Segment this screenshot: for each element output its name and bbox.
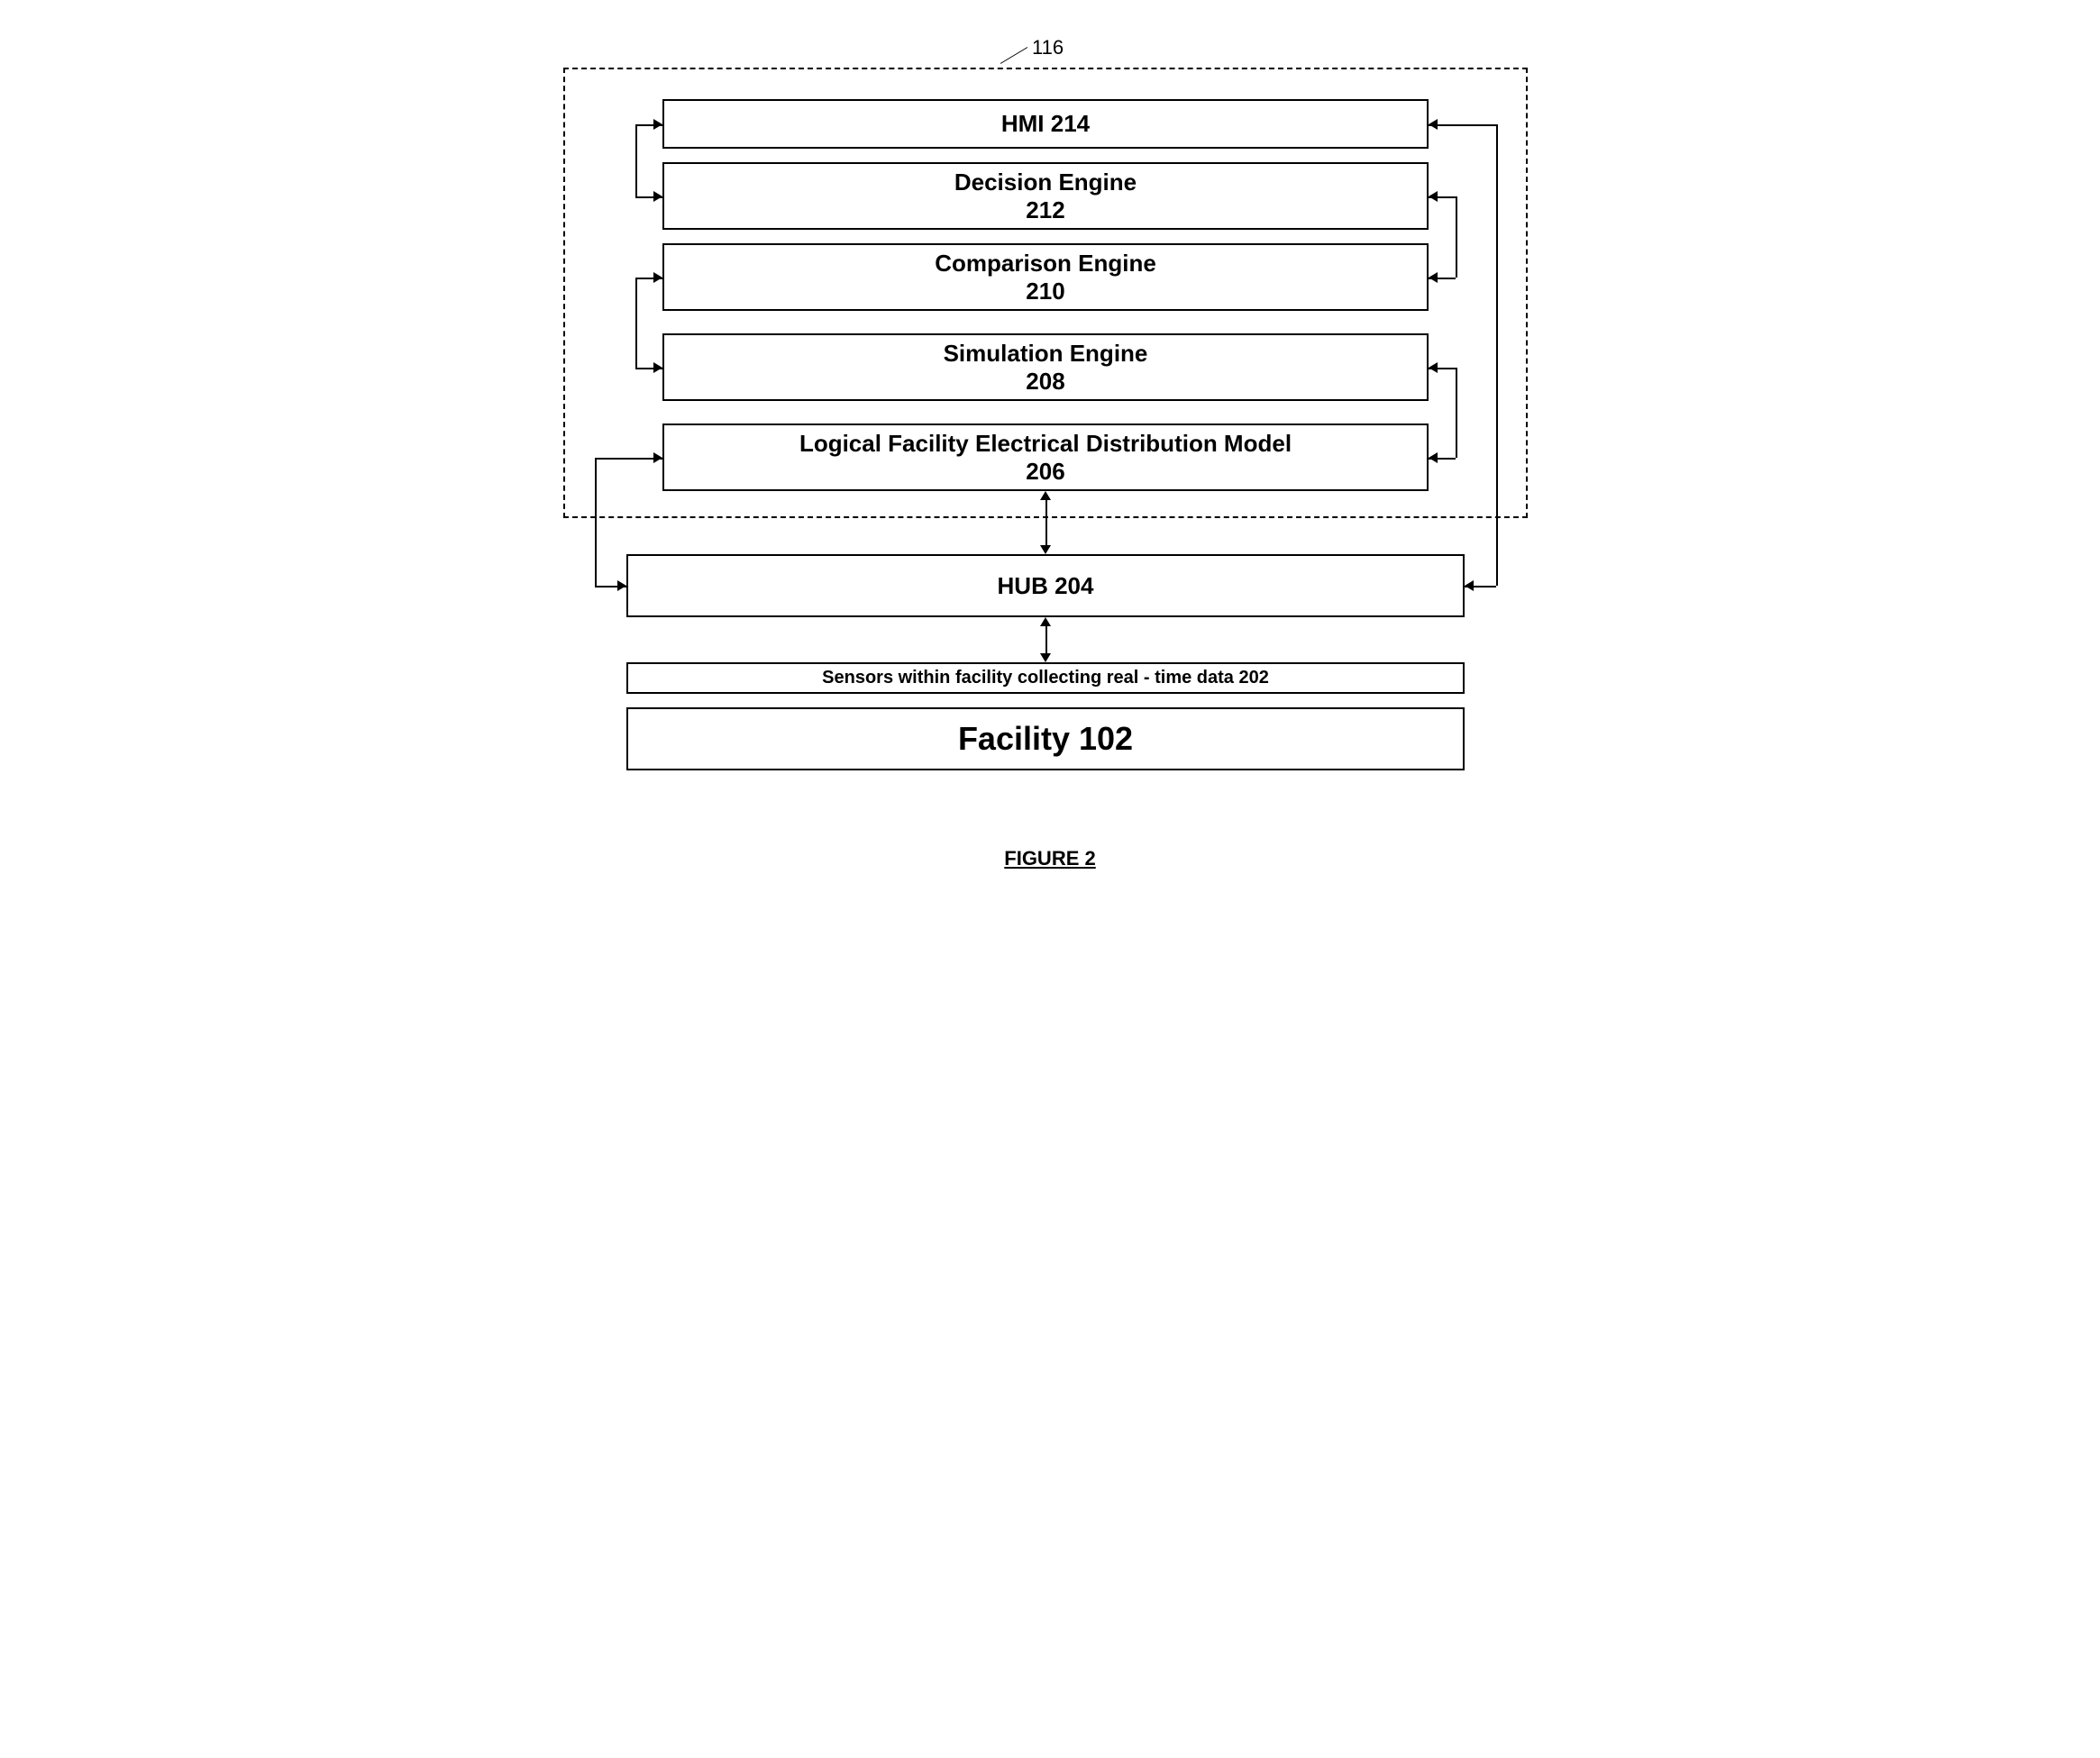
arrowhead-right: [653, 119, 662, 130]
box-title: Logical Facility Electrical Distribution…: [799, 430, 1292, 458]
connector-segment: [635, 124, 637, 196]
arrowhead-right: [653, 272, 662, 283]
arrowhead-right: [617, 580, 626, 591]
box-facility: Facility 102: [626, 707, 1465, 770]
box-subtitle: 210: [1026, 278, 1064, 305]
connector-segment: [1429, 124, 1496, 126]
arrowhead-up: [1040, 617, 1051, 626]
arrowhead-left: [1429, 119, 1438, 130]
box-model: Logical Facility Electrical Distribution…: [662, 424, 1429, 491]
connector-segment: [1456, 196, 1457, 278]
box-simulation: Simulation Engine208: [662, 333, 1429, 401]
arrowhead-left: [1429, 362, 1438, 373]
figure-caption: FIGURE 2: [36, 847, 2064, 870]
box-title: Decision Engine: [954, 169, 1137, 196]
arrowhead-down: [1040, 545, 1051, 554]
box-title: HUB 204: [998, 572, 1094, 600]
connector-segment: [595, 458, 597, 586]
box-decision: Decision Engine212: [662, 162, 1429, 230]
connector-segment: [1456, 368, 1457, 458]
arrowhead-left: [1429, 272, 1438, 283]
box-hub: HUB 204: [626, 554, 1465, 617]
arrowhead-left: [1465, 580, 1474, 591]
connector-segment: [1045, 496, 1047, 550]
box-subtitle: 206: [1026, 458, 1064, 486]
connector-segment: [635, 278, 637, 368]
diagram-canvas: 116 HMI 214 Decision Engine212 Comparison E…: [554, 36, 1546, 811]
arrowhead-down: [1040, 653, 1051, 662]
box-sensors: Sensors within facility collecting real …: [626, 662, 1465, 694]
box-comparison: Comparison Engine210: [662, 243, 1429, 311]
connector-segment: [1496, 124, 1498, 586]
box-title: Sensors within facility collecting real …: [822, 668, 1269, 688]
connector-segment: [1045, 622, 1047, 658]
box-subtitle: 212: [1026, 196, 1064, 224]
arrowhead-right: [653, 452, 662, 463]
arrowhead-up: [1040, 491, 1051, 500]
arrowhead-right: [653, 191, 662, 202]
reference-number: 116: [1032, 36, 1064, 59]
box-title: Facility 102: [958, 720, 1133, 758]
box-title: Comparison Engine: [935, 250, 1156, 278]
box-title: HMI 214: [1001, 110, 1090, 138]
connector-segment: [595, 458, 662, 460]
arrowhead-right: [653, 362, 662, 373]
box-hmi: HMI 214: [662, 99, 1429, 149]
box-subtitle: 208: [1026, 368, 1064, 396]
arrowhead-left: [1429, 191, 1438, 202]
box-title: Simulation Engine: [944, 340, 1148, 368]
arrowhead-left: [1429, 452, 1438, 463]
reference-leader-line: [1000, 47, 1028, 64]
